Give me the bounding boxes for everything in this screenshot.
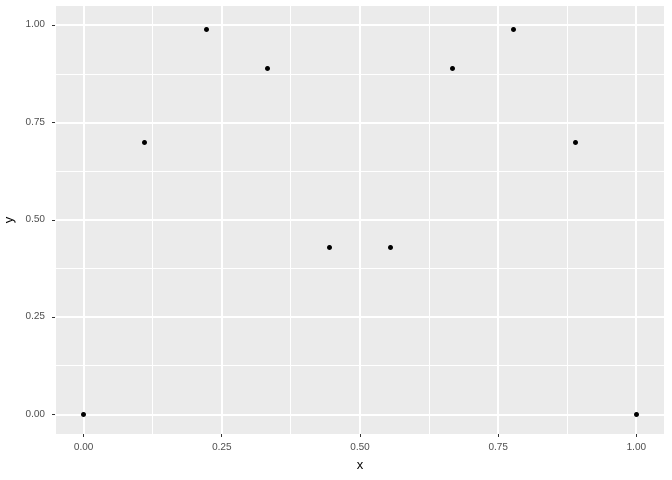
plot-panel xyxy=(56,6,664,434)
y-major-gridline xyxy=(56,413,664,416)
x-axis-tick xyxy=(359,434,361,437)
x-axis-tick-label: 1.00 xyxy=(626,442,647,453)
y-major-gridline xyxy=(56,219,664,221)
data-point xyxy=(511,26,517,32)
y-axis-tick-label: 0.00 xyxy=(25,408,45,420)
y-axis-tick xyxy=(52,24,55,26)
y-major-gridline xyxy=(56,316,664,319)
data-point xyxy=(142,139,148,145)
x-axis-tick-label: 0.00 xyxy=(73,442,94,453)
y-major-gridline xyxy=(56,24,664,27)
x-axis-tick xyxy=(497,434,499,437)
x-axis-tick-label: 0.25 xyxy=(212,442,232,453)
data-point xyxy=(449,65,455,71)
x-axis-tick-label: 0.75 xyxy=(488,442,508,453)
y-axis-tick xyxy=(52,219,55,221)
y-major-gridline xyxy=(56,121,664,124)
y-axis-tick xyxy=(52,316,55,318)
data-point xyxy=(388,244,394,250)
y-axis-tick-label: 0.75 xyxy=(25,116,45,128)
data-point xyxy=(326,244,332,250)
y-axis-tick-label: 0.25 xyxy=(25,311,45,323)
x-axis-tick xyxy=(83,434,85,437)
data-point xyxy=(203,26,209,32)
y-axis-title: y xyxy=(1,216,16,224)
y-axis-tick xyxy=(52,122,55,124)
y-axis-tick-label: 1.00 xyxy=(25,19,45,31)
y-axis-tick xyxy=(52,414,55,416)
x-axis-tick xyxy=(635,434,637,437)
y-axis-tick-label: 0.50 xyxy=(25,214,45,225)
data-point xyxy=(572,139,578,145)
x-axis-tick xyxy=(221,434,223,437)
data-point xyxy=(81,412,87,418)
data-point xyxy=(633,412,639,418)
x-axis-tick-label: 0.50 xyxy=(350,442,370,453)
data-point xyxy=(265,65,271,71)
x-axis-title: x xyxy=(356,457,364,472)
